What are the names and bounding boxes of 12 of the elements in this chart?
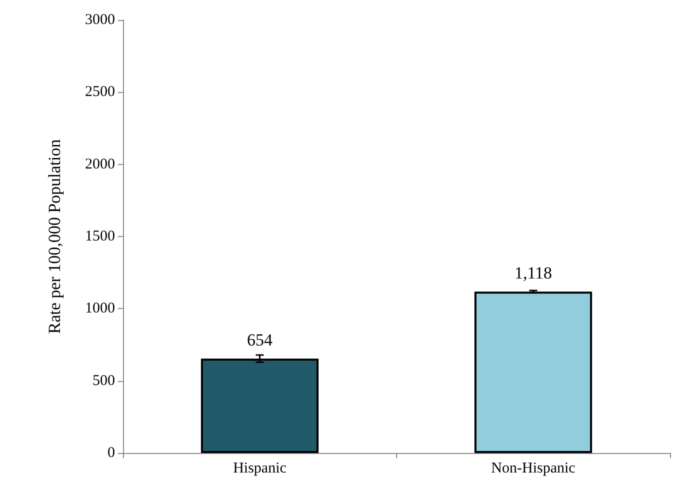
y-axis-title: Rate per 100,000 Population xyxy=(45,138,64,334)
y-tick-label: 3000 xyxy=(85,12,115,28)
y-tick-label: 1000 xyxy=(85,300,115,317)
y-tick-label: 2500 xyxy=(85,84,115,100)
y-tick-label: 2000 xyxy=(85,156,115,172)
y-tick-label: 0 xyxy=(108,445,115,461)
y-tick-label: 500 xyxy=(92,372,115,389)
x-tick-label: Hispanic xyxy=(233,460,287,476)
x-tick-label: Non-Hispanic xyxy=(491,460,576,476)
y-tick-label: 1500 xyxy=(85,228,115,244)
data-label: 1,118 xyxy=(514,264,552,283)
data-label: 654 xyxy=(247,330,273,350)
